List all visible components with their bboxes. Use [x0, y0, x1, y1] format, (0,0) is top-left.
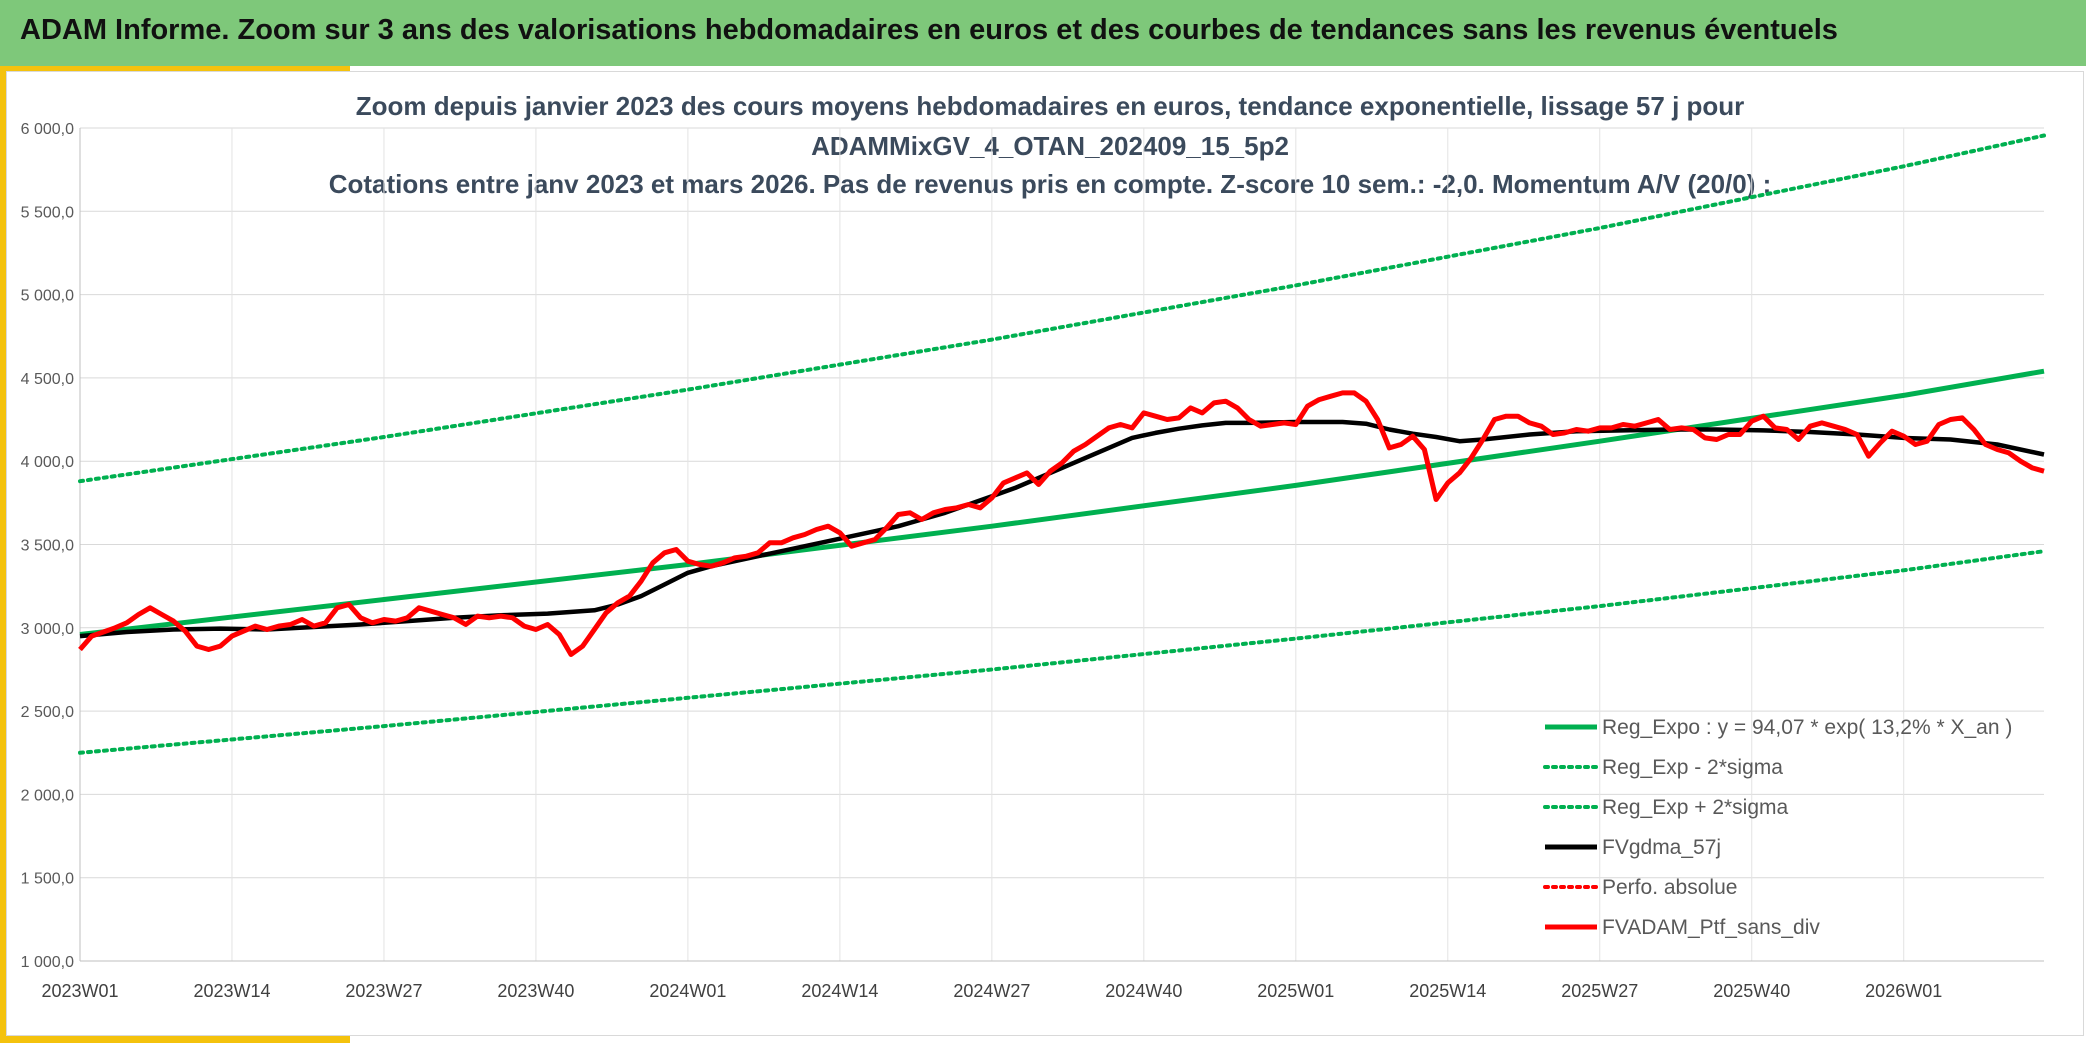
legend-label: Reg_Expo : y = 94,07 * exp( 13,2% * X_an… — [1602, 716, 2012, 739]
x-tick-label: 2024W40 — [1105, 981, 1182, 1001]
y-tick-label: 4 500,0 — [21, 371, 74, 388]
chart-frame — [6, 71, 2084, 1036]
gridlines — [79, 127, 2044, 962]
chart-title: Zoom depuis janvier 2023 des cours moyen… — [329, 91, 1772, 199]
x-tick-label: 2025W40 — [1713, 981, 1790, 1001]
legend-label: FVADAM_Ptf_sans_div — [1602, 916, 1820, 939]
legend-label: FVgdma_57j — [1602, 836, 1721, 859]
header-banner: ADAM Informe. Zoom sur 3 ans des valoris… — [0, 0, 2086, 66]
x-tick-label: 2023W01 — [41, 981, 118, 1001]
y-tick-label: 5 000,0 — [21, 288, 74, 305]
x-tick-label: 2026W01 — [1865, 981, 1942, 1001]
series-group — [78, 133, 2046, 755]
x-tick-label: 2025W01 — [1257, 981, 1334, 1001]
y-axis: 1 000,0 1 500,0 2 000,0 2 500,0 3 000,0 3 500… — [21, 121, 81, 971]
x-tick-label: 2024W01 — [649, 981, 726, 1001]
legend: Reg_Expo : y = 94,07 * exp( 13,2% * X_an… — [1543, 716, 2012, 939]
series-line-reg-exp — [78, 549, 2046, 755]
x-tick-label: 2023W27 — [345, 981, 422, 1001]
x-axis: 2023W01 2023W14 2023W27 2023W40 2024W01 2024W… — [41, 960, 2044, 1001]
legend-label: Reg_Exp - 2*sigma — [1602, 756, 1783, 779]
chart-title-line-2: ADAMMixGV_4_OTAN_202409_15_5p2 — [811, 131, 1289, 161]
accent-bar-left — [0, 66, 6, 1043]
x-tick-label: 2024W27 — [953, 981, 1030, 1001]
accent-bar-top — [0, 66, 350, 71]
x-tick-label: 2024W14 — [801, 981, 878, 1001]
y-tick-label: 2 500,0 — [21, 704, 74, 721]
y-tick-label: 3 000,0 — [21, 621, 74, 638]
page-title: ADAM Informe. Zoom sur 3 ans des valoris… — [20, 14, 1838, 46]
series-line-reg-exp — [78, 133, 2046, 484]
series-line-fvgdma-57j — [79, 419, 2045, 639]
x-tick-label: 2023W14 — [193, 981, 270, 1001]
x-tick-label: 2025W27 — [1561, 981, 1638, 1001]
x-tick-label: 2025W14 — [1409, 981, 1486, 1001]
y-tick-label: 4 000,0 — [21, 454, 74, 471]
chart-title-line-1: Zoom depuis janvier 2023 des cours moyen… — [356, 91, 1745, 121]
series-line-fvadam-ptf-sans-div — [78, 390, 2045, 657]
series-line-reg-expo — [79, 368, 2045, 637]
y-tick-label: 1 500,0 — [21, 871, 74, 888]
y-tick-label: 1 000,0 — [21, 954, 74, 971]
y-tick-label: 2 000,0 — [21, 787, 74, 804]
x-tick-label: 2023W40 — [497, 981, 574, 1001]
legend-label: Reg_Exp + 2*sigma — [1602, 796, 1789, 819]
y-tick-label: 6 000,0 — [21, 121, 74, 138]
accent-bar-bottom — [0, 1036, 350, 1043]
y-tick-label: 5 500,0 — [21, 204, 74, 221]
y-tick-label: 3 500,0 — [21, 538, 74, 555]
legend-label: Perfo. absolue — [1602, 876, 1737, 899]
chart-title-line-3: Cotations entre janv 2023 et mars 2026. … — [329, 169, 1772, 199]
